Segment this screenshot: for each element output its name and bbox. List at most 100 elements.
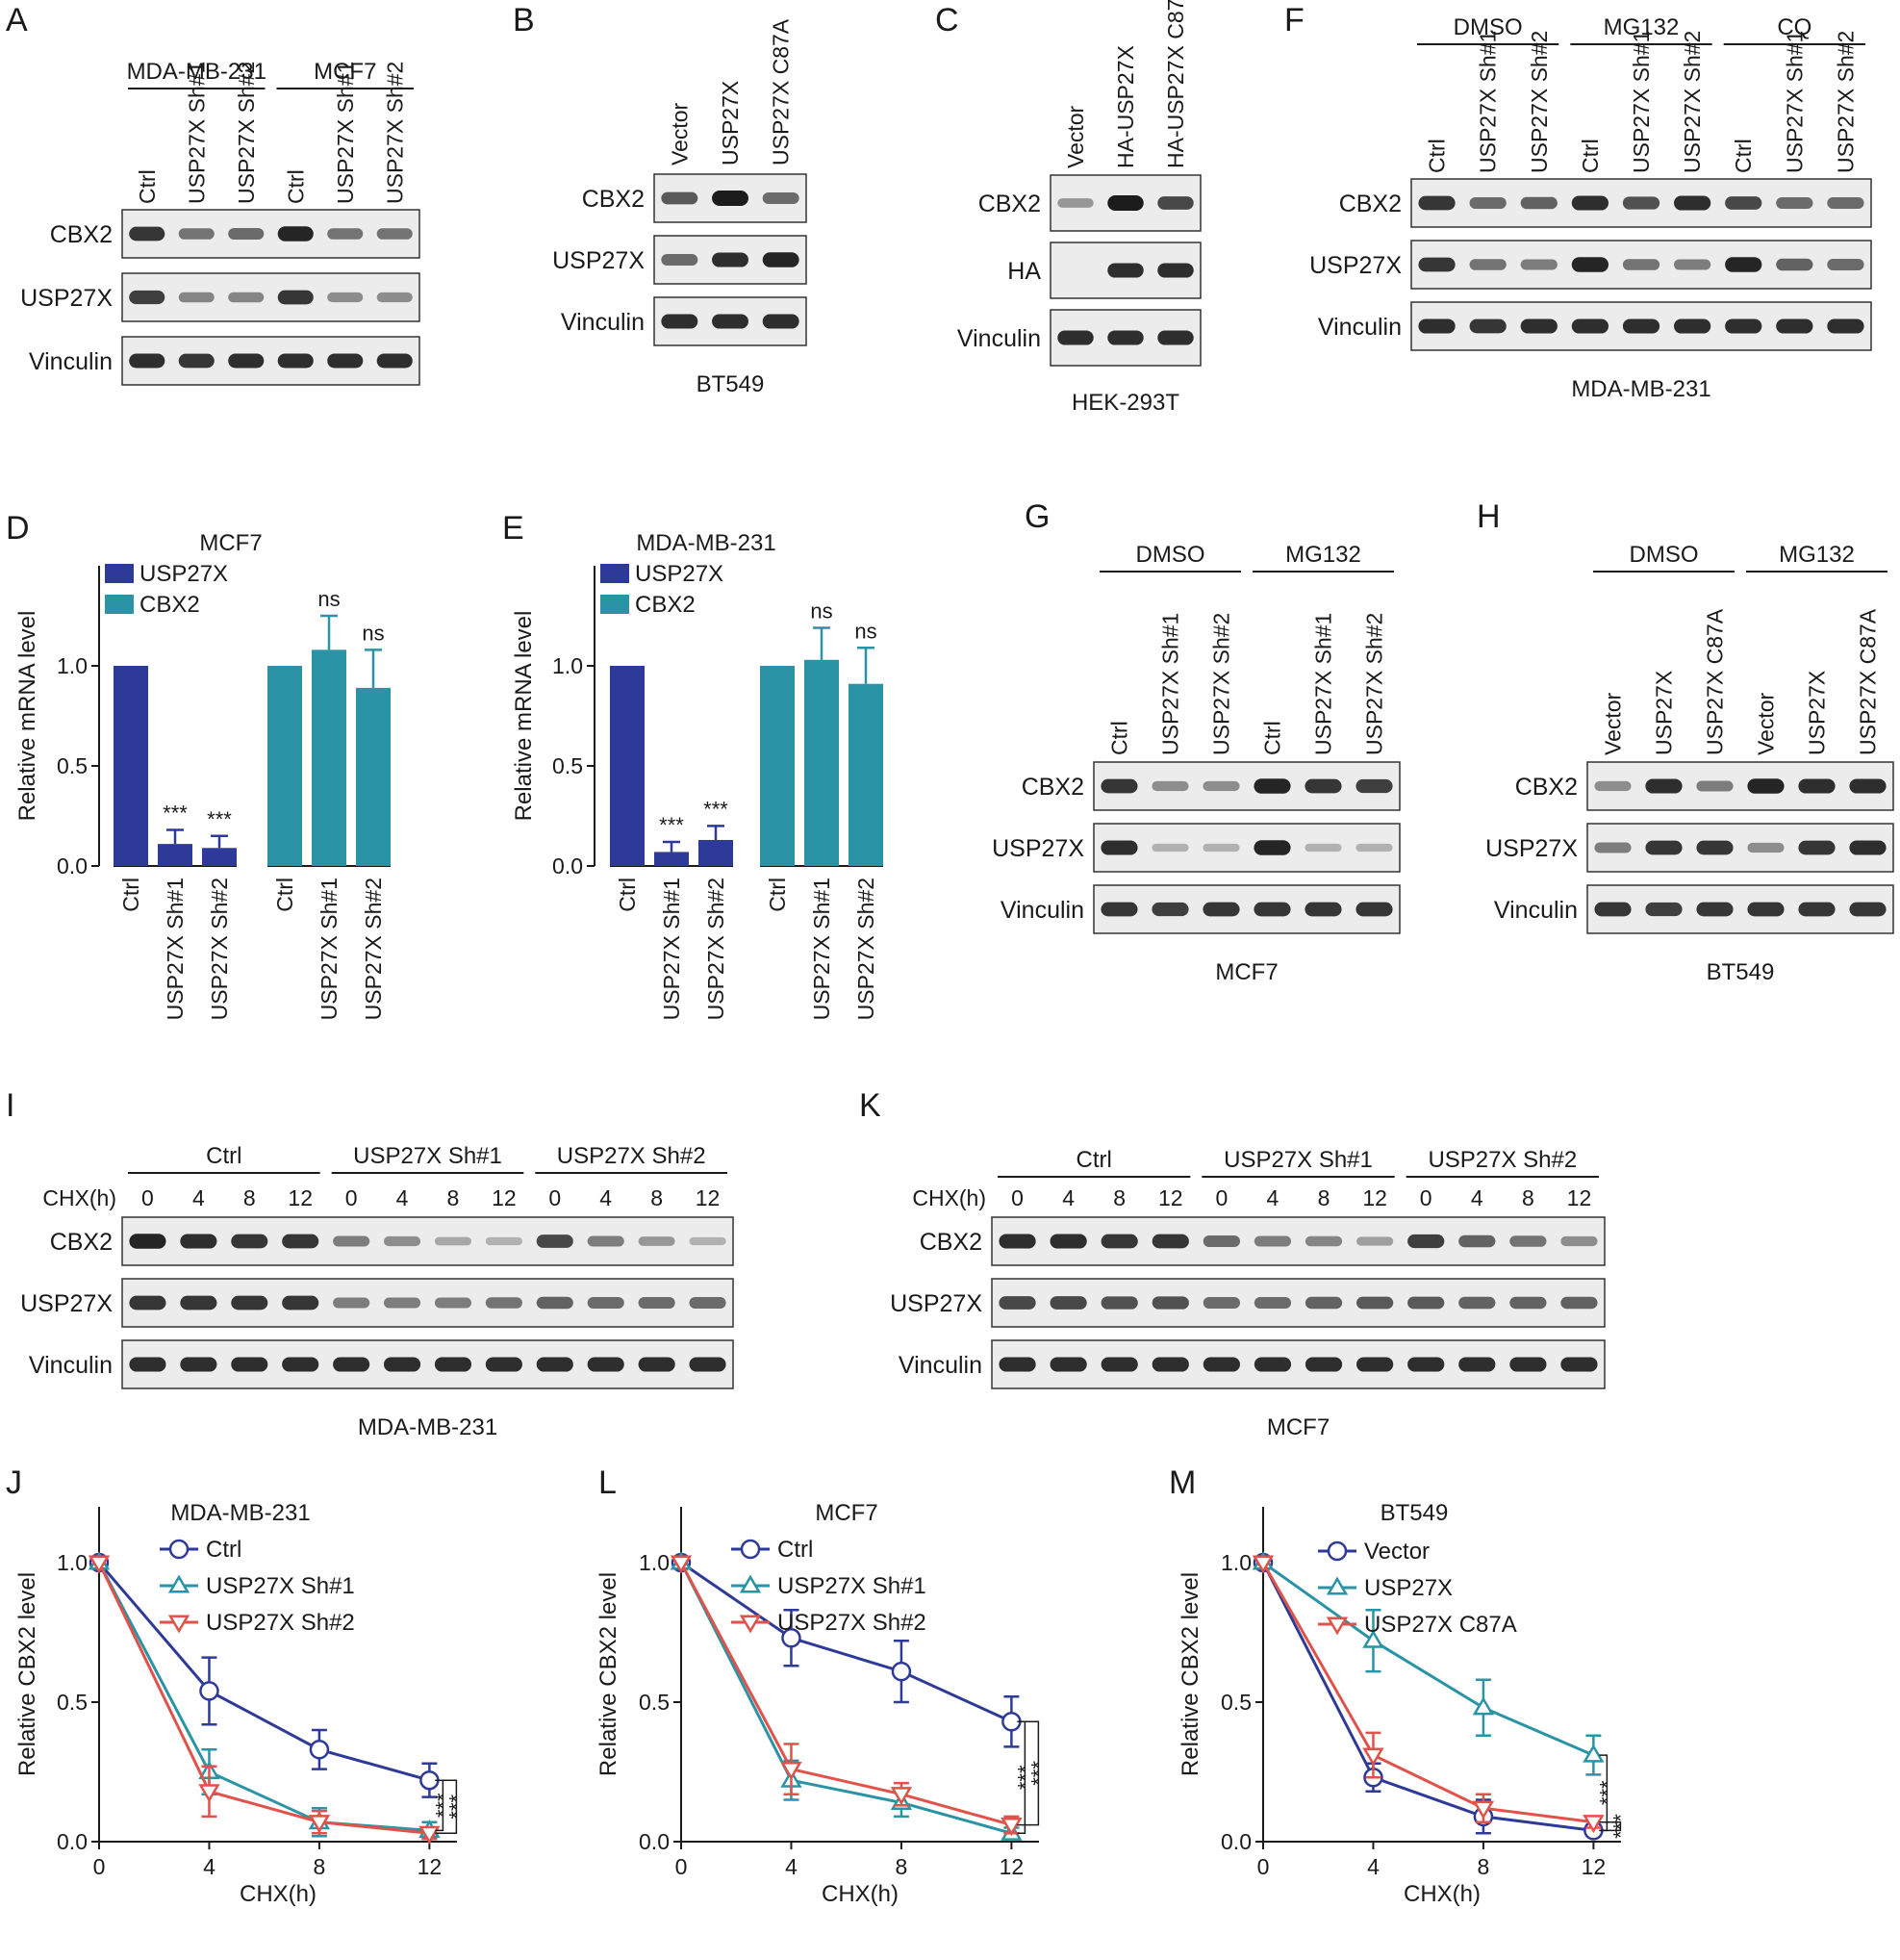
band — [1747, 842, 1785, 853]
blot-usp27x: USP27X — [20, 272, 420, 322]
group-label: MDA-MB-231 — [127, 59, 266, 85]
panel-i: I Ctrl USP27X Sh#1 USP27X Sh#2 CHX(h) 0 4 8 12 0 4… — [6, 1087, 734, 1440]
axis-label: CHX(h) — [912, 1185, 986, 1210]
band — [1645, 902, 1683, 917]
x-tick-label: 0 — [1257, 1854, 1270, 1879]
chart-l: L MCF7 0.0 0.5 1.0 0 4 8 12 CHX(h) Relative CBX2 l… — [595, 1464, 1051, 1907]
band — [1407, 1357, 1445, 1372]
band — [1827, 197, 1864, 209]
blot-strip — [991, 1216, 1606, 1266]
band — [762, 314, 799, 329]
blot-vinculin: Vinculin — [957, 309, 1202, 367]
chart-title: MCF7 — [199, 530, 262, 556]
x-tick-label: 12 — [1000, 1854, 1025, 1879]
band — [1571, 318, 1609, 334]
x-tick-label: Ctrl — [765, 878, 790, 912]
band — [1673, 318, 1711, 334]
marker-triangle-down — [418, 1825, 441, 1845]
lane-label: Ctrl — [1731, 139, 1756, 173]
legend-label: Vector — [1364, 1539, 1430, 1565]
band — [1747, 902, 1785, 917]
chart-j: J MDA-MB-231 0.0 0.5 1.0 0 4 8 12 CHX(h) Relative … — [6, 1464, 469, 1907]
blot-usp27x: USP27X — [992, 823, 1401, 873]
band — [1827, 318, 1864, 334]
band — [1418, 195, 1456, 211]
lane-label: USP27X Sh#1 — [1782, 31, 1807, 173]
significance-label: *** — [163, 802, 188, 826]
panel-letter: G — [1025, 498, 1050, 535]
band — [1152, 780, 1189, 792]
lane-label: Vector — [1601, 692, 1626, 755]
lane-label: 8 — [243, 1185, 256, 1210]
protein-label: CBX2 — [978, 191, 1041, 217]
band — [1050, 1357, 1087, 1372]
lane-label: 12 — [1158, 1185, 1183, 1210]
lane-label: Ctrl — [1578, 139, 1603, 173]
series-line — [680, 1561, 1013, 1723]
lane-label: USP27X Sh#2 — [382, 62, 407, 204]
panel-letter: M — [1169, 1464, 1196, 1501]
marker-triangle-down — [890, 1787, 913, 1806]
band — [1560, 1235, 1598, 1247]
band — [434, 1297, 472, 1309]
lane-label: USP27X Sh#2 — [1527, 31, 1552, 173]
band — [1107, 195, 1144, 211]
band — [1673, 259, 1711, 270]
panel-letter: C — [935, 2, 959, 38]
x-tick-label: 4 — [1367, 1854, 1380, 1879]
band — [1776, 318, 1813, 334]
significance-label: *** — [1595, 1780, 1619, 1805]
band — [1594, 902, 1632, 917]
band — [333, 1235, 370, 1247]
series-line — [1262, 1561, 1594, 1757]
band — [536, 1296, 573, 1310]
x-axis-label: CHX(h) — [822, 1881, 899, 1907]
band — [1827, 259, 1864, 270]
band — [333, 1297, 370, 1309]
lane-label: USP27X — [1652, 671, 1677, 755]
protein-label: Vinculin — [29, 348, 113, 375]
marker-triangle-down — [198, 1784, 220, 1803]
bar — [267, 666, 302, 866]
band — [712, 191, 748, 206]
marker-triangle-down — [1252, 1555, 1275, 1574]
blot-cbx2: CBX2 — [978, 174, 1202, 232]
x-tick-label: 8 — [896, 1854, 908, 1879]
x-tick-label: USP27X Sh#2 — [207, 878, 232, 1020]
panel-a: A MDA-MB-231 MCF7 Ctrl USP27X Sh#1 USP27X Sh#… — [6, 2, 420, 386]
y-tick-label: 1.0 — [57, 653, 88, 678]
marker-circle — [891, 1661, 912, 1682]
band — [327, 353, 364, 369]
protein-label: USP27X — [20, 285, 113, 312]
band — [129, 353, 165, 369]
band — [1355, 778, 1393, 794]
x-tick-label: Ctrl — [272, 878, 297, 912]
x-tick-label: USP27X Sh#2 — [361, 878, 386, 1020]
blot-vinculin: Vinculin — [1001, 884, 1401, 934]
blot-strip — [121, 1278, 734, 1328]
legend-label: CBX2 — [139, 592, 200, 618]
blot-strip — [121, 1339, 734, 1389]
cell-line-label: MCF7 — [1215, 959, 1278, 985]
group-label: MG132 — [1604, 14, 1680, 40]
band — [1418, 257, 1456, 272]
protein-label: HA — [1007, 258, 1041, 285]
band — [1798, 778, 1836, 794]
band — [1305, 778, 1342, 794]
blot-strip — [1586, 823, 1894, 873]
panel-c: C Vector HA-USP27X HA-USP27X C87A CBX2 HA Vinc… — [935, 0, 1202, 416]
band — [1571, 257, 1609, 272]
band — [277, 353, 314, 369]
blot-cbx2: CBX2 — [582, 173, 807, 223]
band — [1157, 196, 1194, 210]
panel-letter: I — [6, 1087, 14, 1124]
band — [1101, 840, 1138, 855]
y-tick-label: 0.0 — [639, 1829, 670, 1854]
band — [1520, 318, 1558, 334]
band — [1157, 263, 1194, 278]
cell-line-label: MDA-MB-231 — [358, 1414, 497, 1440]
group-label: Ctrl — [206, 1143, 241, 1169]
band — [129, 1295, 166, 1311]
band — [1725, 257, 1762, 272]
